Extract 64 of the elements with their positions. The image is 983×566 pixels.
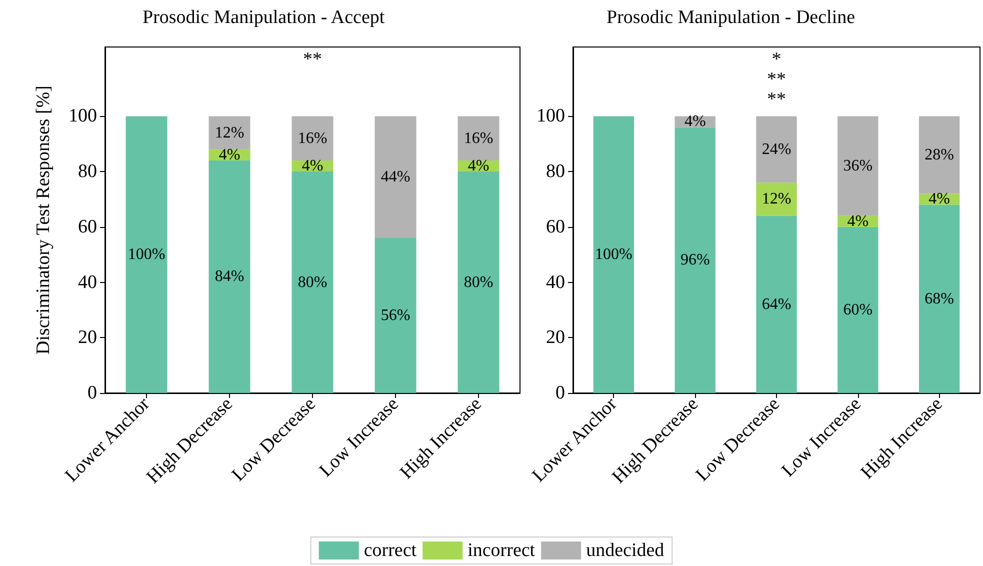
data-label: 16% (464, 130, 494, 147)
data-label: 100% (595, 246, 632, 264)
chart-title: Prosodic Manipulation - Accept (142, 7, 386, 28)
data-label: 16% (298, 130, 328, 147)
bar (374, 116, 416, 238)
data-label: 80% (464, 274, 494, 291)
y-tick-label: 40 (546, 272, 565, 293)
data-label: 56% (380, 306, 410, 324)
data-label: 4% (847, 212, 869, 230)
bar (838, 226, 878, 393)
bar (838, 116, 878, 216)
y-tick-label: 80 (546, 161, 565, 182)
bar (756, 216, 797, 393)
bar (208, 160, 250, 393)
y-tick-label: 100 (68, 106, 97, 127)
bar (918, 204, 960, 393)
bar (593, 116, 634, 393)
y-tick-label: 40 (78, 272, 97, 293)
data-label: 4% (468, 158, 490, 175)
bar (756, 116, 797, 183)
data-label: 80% (298, 274, 328, 291)
annotation: * (772, 49, 782, 70)
data-label: 4% (302, 158, 324, 175)
legend-label: incorrect (468, 540, 536, 561)
annotation: ** (767, 69, 786, 90)
data-label: 28% (924, 146, 954, 164)
y-tick-label: 100 (536, 106, 565, 127)
y-tick-label: 20 (546, 327, 565, 348)
bar (756, 182, 797, 216)
data-label: 100% (128, 246, 166, 264)
bar (126, 116, 168, 393)
data-label: 44% (380, 168, 410, 186)
data-label: 68% (924, 290, 954, 308)
legend-label: undecided (586, 540, 665, 561)
data-label: 60% (843, 301, 873, 318)
bar (208, 116, 250, 150)
data-label: 4% (684, 113, 706, 130)
bar (458, 116, 500, 160)
data-label: 64% (762, 296, 792, 313)
data-label: 36% (843, 158, 873, 175)
bar (458, 172, 500, 393)
y-tick-label: 20 (78, 327, 97, 348)
y-tick-label: 60 (546, 216, 565, 238)
data-label: 4% (218, 146, 240, 164)
data-label: 12% (762, 190, 792, 208)
y-tick-label: 60 (78, 216, 97, 238)
data-label: 12% (214, 124, 244, 142)
data-label: 24% (762, 140, 792, 158)
data-label: 84% (214, 268, 244, 286)
y-axis-title: Discriminatory Test Responses [%] (33, 85, 54, 355)
bar (292, 172, 334, 393)
bar (674, 127, 716, 393)
y-tick-label: 80 (78, 161, 97, 182)
y-tick-label: 0 (88, 382, 97, 404)
bar (918, 116, 960, 194)
annotation: ** (767, 89, 786, 110)
bar (374, 238, 416, 393)
bar (292, 116, 334, 160)
chart-title: Prosodic Manipulation - Decline (606, 7, 856, 28)
legend-label: correct (364, 540, 418, 561)
annotation: ** (303, 49, 322, 70)
y-tick-label: 0 (556, 382, 565, 404)
data-label: 4% (928, 190, 950, 208)
data-label: 96% (680, 252, 710, 269)
